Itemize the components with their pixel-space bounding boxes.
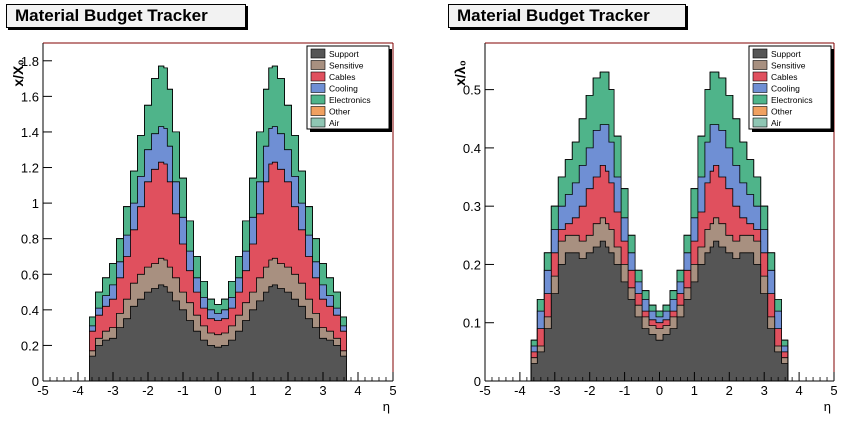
x-axis-label: η bbox=[824, 399, 831, 414]
x-tick-label: 1 bbox=[249, 383, 256, 398]
area-support bbox=[86, 284, 350, 382]
x-tick-label: 0 bbox=[214, 383, 221, 398]
interaction-length-chart: -5 -4 -3 -2 -1 0 1 2 3 4 5 0 0.1 0.2 0.3 0.4 0.5 η x/λ₀ Sup… bbox=[452, 42, 838, 414]
legend-swatch-support bbox=[310, 48, 326, 59]
legend-label-cooling: Cooling bbox=[329, 84, 358, 94]
legend-label-support: Support bbox=[771, 49, 801, 59]
y-tick-label: 0.3 bbox=[463, 199, 481, 214]
legend-swatch-electronics bbox=[752, 94, 768, 105]
y-axis-label: x/X₀ bbox=[10, 59, 26, 86]
legend-label-air: Air bbox=[329, 118, 340, 128]
legend-swatch-cables bbox=[310, 71, 326, 82]
radiation-length-chart: -5 -4 -3 -2 -1 0 1 2 3 4 5 0 0.2 0.4 0.6 0.8 1 1.2 1.4 1.6 1… bbox=[10, 42, 397, 414]
area-support bbox=[528, 240, 791, 382]
x-tick-label: -5 bbox=[479, 383, 491, 398]
legend-swatch-air bbox=[310, 117, 326, 128]
x-tick-label: -1 bbox=[619, 383, 631, 398]
y-tick-label: 1.2 bbox=[21, 161, 39, 176]
x-tick-label: 4 bbox=[795, 383, 802, 398]
legend-swatch-support bbox=[752, 48, 768, 59]
legend-swatch-electronics bbox=[310, 94, 326, 105]
legend-label-air: Air bbox=[771, 118, 782, 128]
x-tick-label: -4 bbox=[72, 383, 84, 398]
x-tick-label: 4 bbox=[354, 383, 361, 398]
y-tick-label: 0.2 bbox=[463, 257, 481, 272]
x-tick-label: -2 bbox=[142, 383, 154, 398]
y-tick-label: 0.2 bbox=[21, 338, 39, 353]
y-tick-label: 0.4 bbox=[463, 141, 481, 156]
x-tick-label: -2 bbox=[584, 383, 596, 398]
legend-swatch-other bbox=[310, 106, 326, 116]
y-axis-label: x/λ₀ bbox=[452, 60, 468, 86]
y-tick-label: 1.6 bbox=[21, 89, 39, 104]
legend-label-cooling: Cooling bbox=[771, 84, 800, 94]
x-tick-label: 3 bbox=[319, 383, 326, 398]
y-tick-label: 0 bbox=[474, 374, 481, 389]
legend-swatch-sensitive bbox=[310, 60, 326, 70]
legend-label-other: Other bbox=[771, 107, 792, 117]
x-tick-label: -3 bbox=[107, 383, 119, 398]
y-tick-label: 0.4 bbox=[21, 303, 39, 318]
legend-label-support: Support bbox=[329, 49, 359, 59]
x-tick-label: -3 bbox=[549, 383, 561, 398]
y-tick-label: 1 bbox=[32, 196, 39, 211]
x-tick-label: -1 bbox=[177, 383, 189, 398]
x-tick-label: 0 bbox=[656, 383, 663, 398]
x-tick-label: 3 bbox=[761, 383, 768, 398]
y-tick-label: 1.4 bbox=[21, 125, 39, 140]
x-tick-label: 2 bbox=[284, 383, 291, 398]
legend-label-other: Other bbox=[329, 107, 350, 117]
legend-label-electronics: Electronics bbox=[329, 95, 371, 105]
x-tick-label: 5 bbox=[389, 383, 396, 398]
legend-label-cables: Cables bbox=[771, 72, 797, 82]
legend-swatch-sensitive bbox=[752, 60, 768, 70]
x-tick-label: -5 bbox=[37, 383, 49, 398]
chart-title-left: Material Budget Tracker bbox=[6, 4, 246, 28]
x-tick-label: -4 bbox=[514, 383, 526, 398]
legend-swatch-cables bbox=[752, 71, 768, 82]
x-tick-label: 2 bbox=[726, 383, 733, 398]
chart-title-right: Material Budget Tracker bbox=[448, 4, 686, 28]
legend-label-electronics: Electronics bbox=[771, 95, 813, 105]
legend-label-sensitive: Sensitive bbox=[329, 61, 364, 71]
x-tick-label: 5 bbox=[830, 383, 837, 398]
y-tick-label: 1.8 bbox=[21, 54, 39, 69]
legend-label-cables: Cables bbox=[329, 72, 355, 82]
x-tick-label: 1 bbox=[691, 383, 698, 398]
legend-swatch-cooling bbox=[752, 83, 768, 93]
legend-swatch-air bbox=[752, 117, 768, 128]
legend-swatch-other bbox=[752, 106, 768, 116]
y-tick-label: 0.8 bbox=[21, 232, 39, 247]
y-tick-label: 0.1 bbox=[463, 316, 481, 331]
x-axis-label: η bbox=[383, 399, 390, 414]
legend-label-sensitive: Sensitive bbox=[771, 61, 806, 71]
y-tick-label: 0.6 bbox=[21, 267, 39, 282]
y-tick-label: 0 bbox=[32, 374, 39, 389]
legend-swatch-cooling bbox=[310, 83, 326, 93]
y-tick-label: 0.5 bbox=[463, 83, 481, 98]
